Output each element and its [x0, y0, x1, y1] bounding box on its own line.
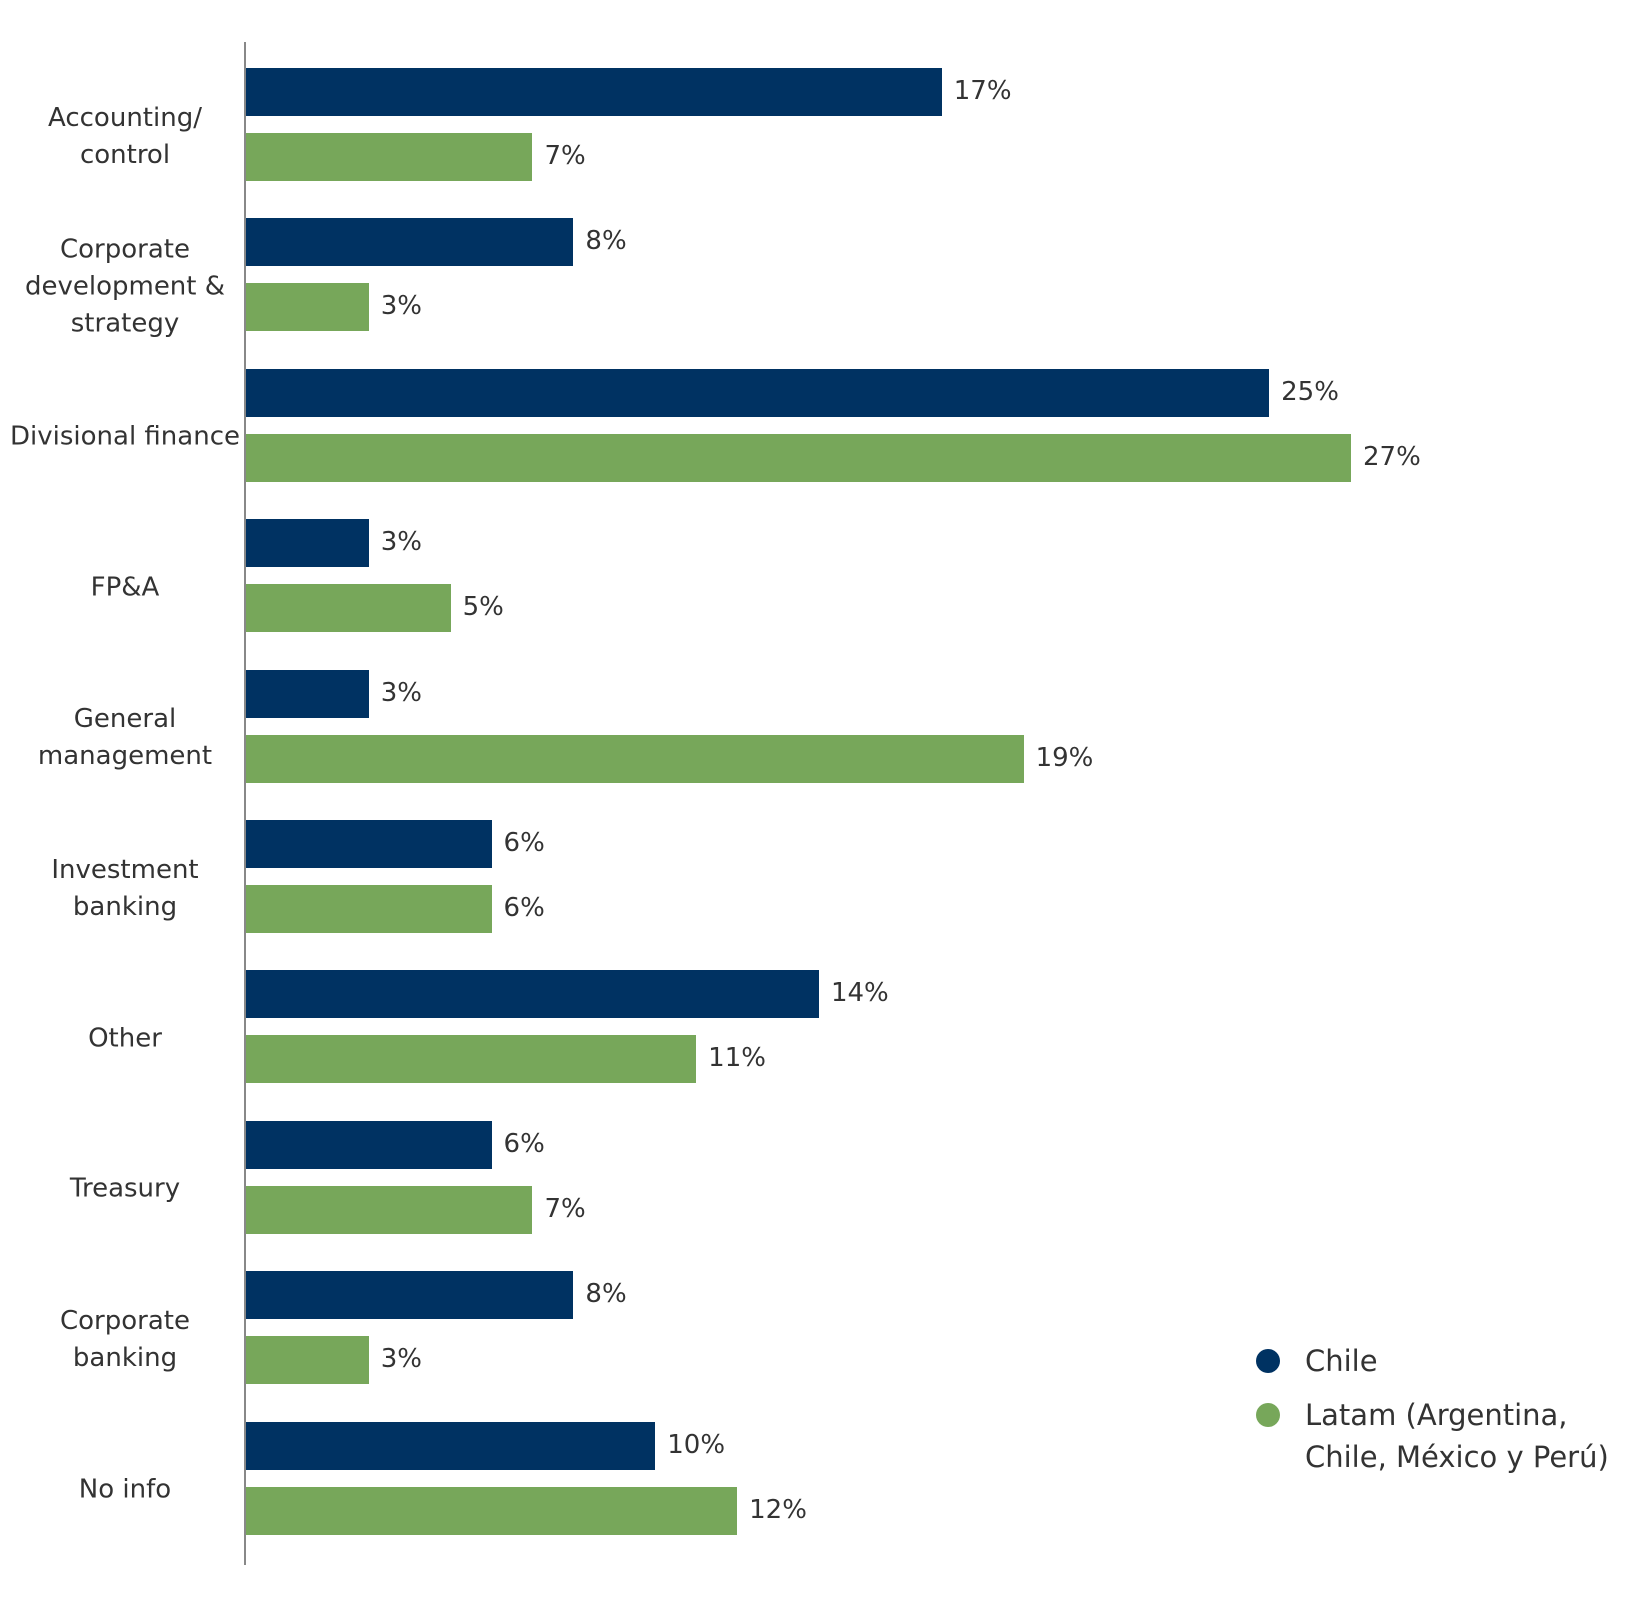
- legend-label: Chile: [1305, 1344, 1378, 1378]
- value-label: 11%: [708, 1043, 766, 1074]
- bar: [246, 885, 492, 933]
- bar: [246, 970, 819, 1019]
- value-label: 25%: [1281, 376, 1339, 407]
- value-label: 8%: [585, 1279, 627, 1310]
- bar: [246, 519, 369, 568]
- bar: [246, 133, 533, 181]
- bar: [246, 820, 492, 868]
- category-label: Divisional finance: [10, 421, 240, 452]
- bar: [246, 1336, 369, 1385]
- bar: [246, 283, 369, 332]
- category-label: Corporate development & strategy: [24, 234, 226, 339]
- bar: [246, 1486, 738, 1535]
- value-label: 6%: [503, 1128, 545, 1159]
- bar: [246, 1120, 492, 1169]
- value-label: 19%: [1035, 742, 1094, 773]
- bar: [246, 218, 574, 267]
- category-label: Corporate banking: [60, 1305, 190, 1373]
- value-label: 7%: [544, 141, 586, 171]
- category-label: Treasury: [69, 1173, 181, 1204]
- category-label: FP&A: [90, 572, 160, 603]
- bar: [246, 368, 1270, 417]
- value-label: 8%: [585, 226, 627, 257]
- value-label: 3%: [380, 1344, 423, 1375]
- bar: [246, 734, 1024, 783]
- value-label: 6%: [503, 828, 545, 858]
- bar: [246, 584, 451, 633]
- value-label: 5%: [462, 592, 504, 623]
- bar: [246, 433, 1351, 482]
- legend-marker: [1256, 1349, 1280, 1373]
- value-label: 3%: [380, 527, 423, 558]
- bar: [246, 1421, 656, 1470]
- category-label: No info: [78, 1474, 172, 1505]
- value-label: 10%: [667, 1429, 726, 1460]
- value-label: 3%: [380, 291, 423, 322]
- value-label: 7%: [544, 1193, 586, 1224]
- value-label: 3%: [380, 677, 423, 708]
- bar: [246, 1185, 533, 1234]
- value-label: 6%: [503, 893, 545, 923]
- category-label: Other: [88, 1023, 162, 1054]
- value-label: 17%: [953, 76, 1012, 106]
- value-label: 14%: [830, 978, 889, 1009]
- axis-line: [244, 42, 246, 1565]
- category-label: Investment banking: [51, 854, 199, 922]
- value-label: 27%: [1363, 441, 1421, 472]
- value-label: 12%: [749, 1494, 807, 1525]
- bar: [246, 1035, 697, 1084]
- bar: [246, 1271, 574, 1320]
- bar: [246, 669, 369, 718]
- category-label: Accounting/ control: [48, 102, 202, 170]
- category-label: General management: [37, 704, 213, 772]
- legend-label: Latam (Argentina, Chile, México y Perú): [1305, 1398, 1609, 1474]
- legend-marker: [1256, 1403, 1280, 1427]
- bar: [246, 68, 942, 116]
